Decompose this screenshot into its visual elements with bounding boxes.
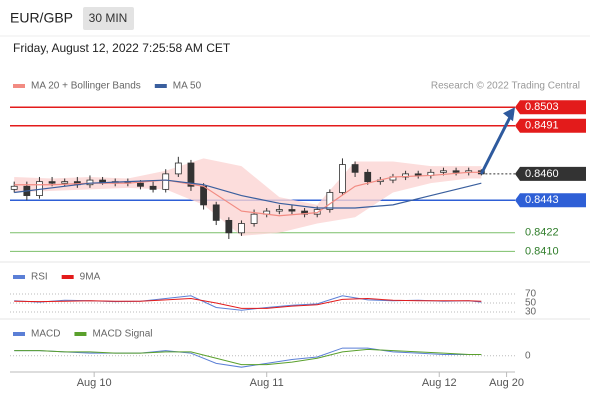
level-label: 0.8491 <box>525 120 559 132</box>
level-label: 0.8460 <box>525 168 559 180</box>
candle-body <box>339 164 346 193</box>
candle-body <box>162 173 170 190</box>
level-label: 0.8503 <box>525 101 559 113</box>
candle-body <box>364 171 372 183</box>
level-pointer <box>515 166 586 181</box>
candle-body <box>174 162 182 175</box>
legend-label: 9MA <box>80 272 101 283</box>
x-tick-label: Aug 11 <box>250 377 284 389</box>
indicator-line <box>14 297 482 309</box>
legend-swatch <box>74 332 87 336</box>
level-label: 0.8443 <box>525 194 559 206</box>
indicator-line <box>14 347 482 368</box>
forecast-arrow <box>479 114 513 175</box>
interval[interactable]: 30 MIN <box>89 11 128 25</box>
y-tick-label: 50 <box>525 298 537 309</box>
level-pointer <box>515 193 586 208</box>
candle-body <box>288 209 296 212</box>
legend-swatch <box>13 275 25 279</box>
legend-label: MACD Signal <box>92 329 152 340</box>
candle-body <box>200 185 207 206</box>
legend-label: MACD <box>31 329 60 340</box>
level-label: 0.8410 <box>525 245 559 257</box>
candle-body <box>326 192 334 210</box>
candle-body <box>61 181 69 184</box>
y-tick-label: 70 <box>525 289 537 300</box>
legend-swatch <box>154 84 167 88</box>
indicator-line <box>14 348 482 366</box>
legend-swatch <box>61 275 74 279</box>
y-tick-label: 30 <box>525 307 537 318</box>
candle-body <box>48 181 56 184</box>
timestamp: Friday, August 12, 2022 7:25:58 AM CET <box>13 41 231 55</box>
candle-body <box>250 213 258 224</box>
legend-label: MA 50 <box>173 81 202 92</box>
candle-body <box>414 173 422 176</box>
ma-line <box>14 179 482 209</box>
candle-body <box>313 209 321 215</box>
candle-body <box>137 182 144 187</box>
candle-body <box>10 185 18 190</box>
candle-body <box>351 164 359 173</box>
candle-body <box>86 179 94 186</box>
legend-label: RSI <box>31 272 48 283</box>
x-tick-label: Aug 12 <box>422 377 457 389</box>
legend-swatch <box>13 332 25 336</box>
level-pointer <box>515 118 586 133</box>
legend-label: MA 20 + Bollinger Bands <box>31 81 141 92</box>
x-tick-label: Aug 10 <box>77 377 112 389</box>
candle-body <box>275 209 283 212</box>
symbol: EUR/GBP <box>10 10 73 26</box>
candle-body <box>452 170 460 173</box>
forecast-arrowhead <box>503 107 515 122</box>
candle-body <box>212 204 220 221</box>
level-label: 0.8422 <box>525 227 559 239</box>
level-pointer <box>515 100 586 115</box>
candle-body <box>238 223 245 234</box>
candle-body <box>440 170 447 173</box>
x-tick-label: Aug 20 <box>489 377 524 389</box>
interval-box[interactable] <box>83 7 134 30</box>
y-tick-label: 0 <box>525 350 531 361</box>
candle-body <box>149 185 157 190</box>
candle-body <box>225 219 233 234</box>
source: Research © 2022 Trading Central <box>431 81 580 92</box>
candle-body <box>187 162 195 187</box>
legend-swatch <box>13 84 25 88</box>
